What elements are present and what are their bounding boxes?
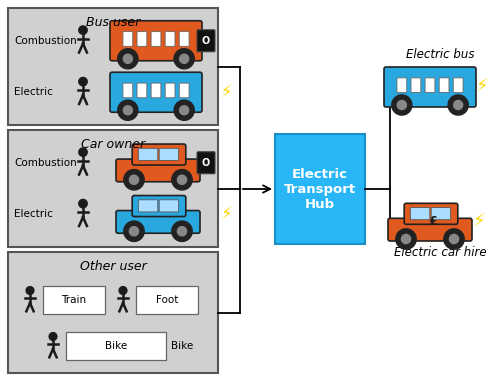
Text: Electric bus: Electric bus	[406, 49, 474, 61]
Circle shape	[124, 170, 144, 190]
FancyBboxPatch shape	[8, 8, 218, 125]
Text: Electric: Electric	[14, 209, 53, 219]
FancyBboxPatch shape	[411, 78, 421, 92]
FancyBboxPatch shape	[404, 203, 458, 224]
Circle shape	[49, 333, 57, 340]
FancyBboxPatch shape	[425, 78, 435, 92]
Text: ⚡: ⚡	[472, 213, 486, 231]
FancyBboxPatch shape	[137, 83, 147, 98]
FancyBboxPatch shape	[397, 78, 406, 92]
FancyBboxPatch shape	[123, 32, 132, 46]
Text: O: O	[202, 158, 210, 168]
FancyBboxPatch shape	[275, 134, 365, 244]
Circle shape	[130, 175, 138, 184]
FancyBboxPatch shape	[180, 83, 189, 98]
FancyBboxPatch shape	[439, 78, 449, 92]
FancyBboxPatch shape	[66, 333, 166, 360]
Circle shape	[172, 221, 192, 241]
FancyBboxPatch shape	[165, 32, 175, 46]
Circle shape	[180, 54, 188, 63]
Circle shape	[79, 199, 87, 208]
Circle shape	[26, 287, 34, 294]
Circle shape	[119, 287, 127, 294]
FancyBboxPatch shape	[123, 83, 132, 98]
Text: Bike: Bike	[171, 342, 193, 351]
Text: Electric
Transport
Hub: Electric Transport Hub	[284, 167, 356, 210]
FancyBboxPatch shape	[180, 32, 189, 46]
Circle shape	[174, 100, 194, 120]
Circle shape	[130, 227, 138, 236]
FancyBboxPatch shape	[454, 78, 463, 92]
FancyBboxPatch shape	[8, 130, 218, 247]
Text: Train: Train	[62, 296, 86, 305]
Circle shape	[124, 221, 144, 241]
FancyBboxPatch shape	[165, 83, 175, 98]
FancyBboxPatch shape	[110, 21, 202, 61]
Text: ⚡: ⚡	[476, 78, 488, 96]
Text: ⚡: ⚡	[220, 205, 232, 223]
FancyBboxPatch shape	[136, 287, 198, 314]
FancyBboxPatch shape	[8, 252, 218, 373]
FancyBboxPatch shape	[159, 200, 178, 212]
FancyBboxPatch shape	[197, 152, 215, 174]
Circle shape	[174, 49, 194, 69]
Text: Car owner: Car owner	[81, 138, 145, 151]
Text: Other user: Other user	[80, 260, 146, 273]
FancyBboxPatch shape	[110, 72, 202, 112]
FancyBboxPatch shape	[116, 210, 200, 233]
Circle shape	[79, 148, 87, 156]
Circle shape	[398, 100, 406, 110]
Text: Bike: Bike	[105, 342, 127, 351]
Circle shape	[79, 26, 87, 34]
Text: Combustion: Combustion	[14, 36, 77, 46]
Circle shape	[118, 100, 138, 120]
Circle shape	[396, 229, 416, 249]
Circle shape	[178, 227, 186, 236]
Circle shape	[448, 95, 468, 115]
Circle shape	[124, 54, 132, 63]
FancyBboxPatch shape	[132, 196, 186, 216]
Text: Bus user: Bus user	[86, 16, 140, 29]
Circle shape	[402, 234, 410, 244]
Circle shape	[172, 170, 192, 190]
FancyBboxPatch shape	[43, 287, 105, 314]
Circle shape	[444, 229, 464, 249]
Circle shape	[454, 100, 462, 110]
Text: Foot: Foot	[156, 296, 178, 305]
FancyBboxPatch shape	[132, 144, 186, 165]
FancyBboxPatch shape	[431, 208, 450, 220]
FancyBboxPatch shape	[151, 32, 161, 46]
FancyBboxPatch shape	[384, 67, 476, 107]
FancyBboxPatch shape	[410, 208, 430, 220]
FancyBboxPatch shape	[116, 159, 200, 182]
Text: Electric: Electric	[14, 87, 53, 97]
FancyBboxPatch shape	[388, 218, 472, 241]
Circle shape	[180, 106, 188, 115]
Text: Electric car hire: Electric car hire	[394, 245, 486, 259]
Circle shape	[178, 175, 186, 184]
FancyBboxPatch shape	[151, 83, 161, 98]
Circle shape	[79, 77, 87, 86]
Text: Combustion: Combustion	[14, 158, 77, 168]
FancyBboxPatch shape	[197, 30, 215, 52]
Circle shape	[450, 234, 458, 244]
Text: O: O	[202, 36, 210, 46]
FancyBboxPatch shape	[137, 32, 147, 46]
Circle shape	[118, 49, 138, 69]
Circle shape	[392, 95, 412, 115]
FancyBboxPatch shape	[138, 148, 158, 161]
FancyBboxPatch shape	[159, 148, 178, 161]
FancyBboxPatch shape	[138, 200, 158, 212]
Circle shape	[124, 106, 132, 115]
Text: £: £	[428, 215, 436, 228]
Text: ⚡: ⚡	[220, 83, 232, 101]
